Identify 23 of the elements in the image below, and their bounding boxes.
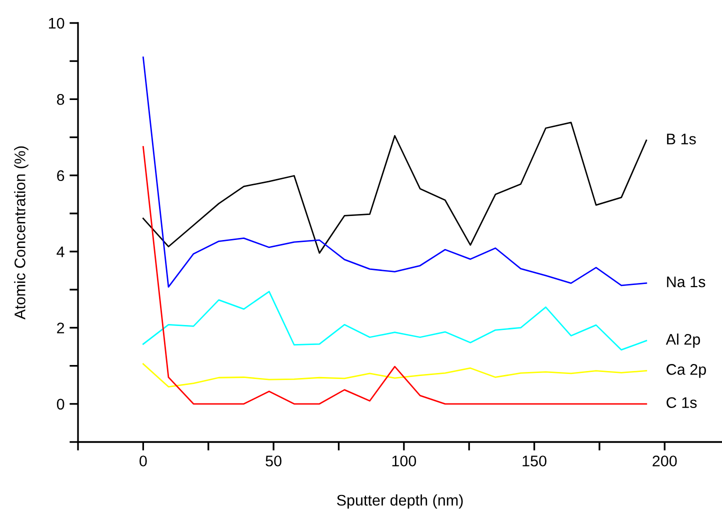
series-label: C 1s: [666, 397, 697, 408]
y-tick-label: 8: [56, 94, 64, 105]
y-tick-label: 6: [57, 170, 64, 182]
x-axis-title: Sputter depth (nm): [337, 494, 463, 509]
line-series: [142, 146, 648, 405]
x-tick-label: 150: [522, 456, 546, 466]
series-label: Na 1s: [667, 276, 706, 288]
y-tick-label: 10: [48, 18, 64, 29]
y-axis-title: Atomic Concentration (%): [14, 146, 28, 320]
y-tick-label: 4: [56, 246, 64, 258]
x-tick-label: 100: [392, 456, 416, 466]
series-label: Al 2p: [666, 334, 700, 348]
line-series: [142, 290, 648, 351]
x-tick-label: 50: [266, 456, 282, 466]
series-label: B 1s: [667, 134, 696, 144]
line-series: [142, 122, 648, 254]
series-label: Ca 2p: [666, 364, 706, 378]
x-tick-label: 200: [652, 456, 677, 466]
y-tick-label: 2: [57, 322, 64, 334]
line-series: [142, 56, 648, 288]
line-series: [142, 363, 648, 388]
y-tick-label: 0: [56, 398, 64, 410]
x-tick-label: 0: [140, 456, 147, 466]
